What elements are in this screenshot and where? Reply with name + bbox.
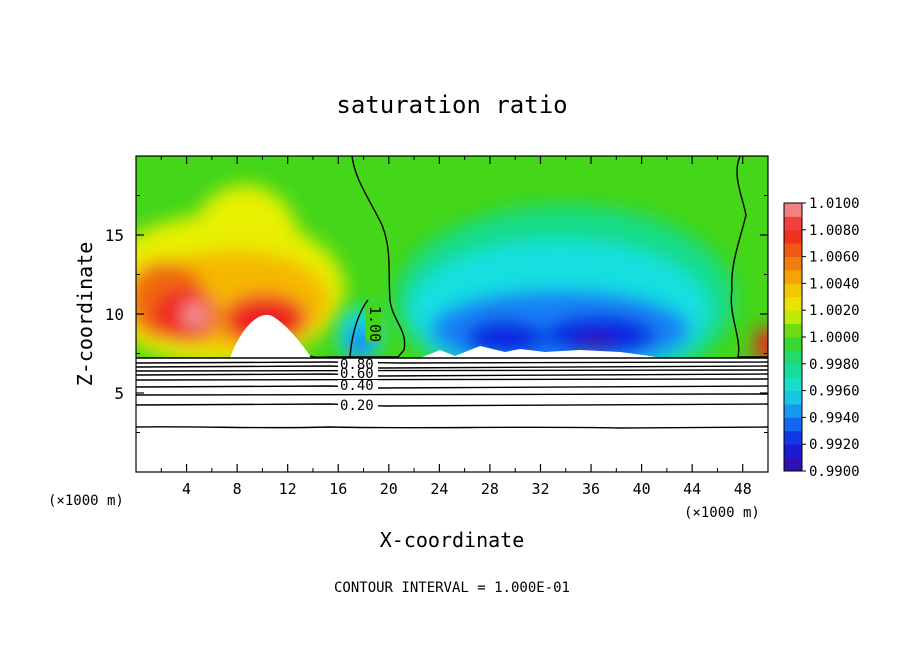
y-tick-label-15: 15 <box>105 226 124 245</box>
colorbar-segment-16 <box>784 243 802 257</box>
contour-label-0-40: 0.40 <box>340 378 374 394</box>
dry-patch-navy-a <box>465 320 545 356</box>
colorbar-segment-18 <box>784 216 802 231</box>
plot-area <box>136 156 768 472</box>
contour-label-bg-0-80 <box>338 360 378 370</box>
x-tick-label-40: 40 <box>633 480 651 498</box>
contour-label-bg-0-20 <box>338 398 378 411</box>
x-tick-label-8: 8 <box>233 480 242 498</box>
colorbar-label-7: 0.9960 <box>809 384 860 400</box>
colorbar-label-6: 0.9980 <box>809 357 860 373</box>
colorbar-label-10: 0.9900 <box>809 464 860 480</box>
colorbar-label-5: 1.0000 <box>809 330 860 346</box>
colorbar-label-4: 1.0020 <box>809 303 860 319</box>
colorbar-segment-0 <box>784 457 802 472</box>
colorbar-segment-8 <box>784 350 802 365</box>
contour-1-00-center <box>309 155 406 358</box>
x-tick-label-44: 44 <box>683 480 701 498</box>
x-tick-label-48: 48 <box>734 480 752 498</box>
y-axis-label: Z-coordinate <box>73 242 97 387</box>
field-white-bumps-right <box>420 346 660 358</box>
colorbar-segment-9 <box>784 337 802 351</box>
colorbar-segment-10 <box>784 323 802 338</box>
contour-labels: 1.00 0.80 0.60 0.40 0.20 <box>338 305 384 414</box>
contour-interval-note: CONTOUR INTERVAL = 1.000E-01 <box>334 580 570 596</box>
colorbar-segment-12 <box>784 296 802 311</box>
x-tick-label-32: 32 <box>531 480 549 498</box>
contour-label-bg-1-00 <box>366 305 382 341</box>
contour-1-00-right <box>730 155 768 358</box>
y-tick-label-5: 5 <box>114 384 124 403</box>
x-tick-label-20: 20 <box>380 480 398 498</box>
colorbar-label-1: 1.0080 <box>809 223 860 239</box>
x-tick-label-28: 28 <box>481 480 499 498</box>
contour-label-bg-0-60 <box>338 370 378 379</box>
x-unit-right: (×1000 m) <box>684 505 760 521</box>
x-tick-label-16: 16 <box>329 480 347 498</box>
contour-line-0-70 <box>135 369 769 372</box>
x-unit-left: (×1000 m) <box>48 493 124 509</box>
dry-patch-navy-b <box>545 315 655 355</box>
colorbar-label-3: 1.0040 <box>809 276 860 292</box>
contour-label-0-20: 0.20 <box>340 398 374 414</box>
chart-title: saturation ratio <box>336 91 567 119</box>
contour-label-0-60: 0.60 <box>340 366 374 382</box>
contour-line-0-30 <box>135 393 769 396</box>
colorbar-segment-17 <box>784 229 802 244</box>
contour-line-0-10 <box>135 426 769 429</box>
colorbar-segment-13 <box>784 283 802 298</box>
field-lower-domain <box>136 358 768 472</box>
colorbar-segment-4 <box>784 404 802 418</box>
warm-patch-pink <box>183 303 207 327</box>
contour-label-bg-0-40 <box>338 380 378 391</box>
contour-1-00-center-loop <box>349 299 369 358</box>
colorbar: 1.0100 1.0080 1.0060 1.0040 1.0020 1.0000 0.99… <box>783 196 860 480</box>
x-tick-label-24: 24 <box>430 480 448 498</box>
colorbar-segment-2 <box>784 430 802 445</box>
contour-line-0-50 <box>135 378 769 381</box>
colorbar-segment-7 <box>784 363 802 378</box>
dry-patch-purple <box>577 337 613 353</box>
colorbar-label-8: 0.9940 <box>809 410 860 426</box>
x-tick-label-12: 12 <box>279 480 297 498</box>
x-axis-ticks: 4 8 12 16 20 24 28 32 36 40 44 48 <box>160 156 752 498</box>
colorbar-segment-15 <box>784 256 802 271</box>
colorbar-label-9: 0.9920 <box>809 437 860 453</box>
field-white-bump-left <box>230 314 312 358</box>
colorbar-segment-14 <box>784 270 802 284</box>
colorbar-label-0: 1.0100 <box>809 196 860 212</box>
colorbar-segment-19 <box>784 203 802 217</box>
colorbar-segment-6 <box>784 377 802 391</box>
contour-label-1-00: 1.00 <box>366 306 384 342</box>
x-tick-label-4: 4 <box>182 480 191 498</box>
x-axis-label: X-coordinate <box>380 528 525 552</box>
y-tick-label-10: 10 <box>105 305 124 324</box>
colorbar-segment-5 <box>784 390 802 405</box>
colorbar-label-2: 1.0060 <box>809 250 860 266</box>
y-axis-ticks: 5 10 15 <box>105 195 768 433</box>
colorbar-segment-11 <box>784 310 802 324</box>
colorbar-segment-3 <box>784 417 802 432</box>
colorbar-segment-1 <box>784 444 802 458</box>
contour-label-0-80: 0.80 <box>340 357 374 373</box>
x-tick-label-36: 36 <box>582 480 600 498</box>
